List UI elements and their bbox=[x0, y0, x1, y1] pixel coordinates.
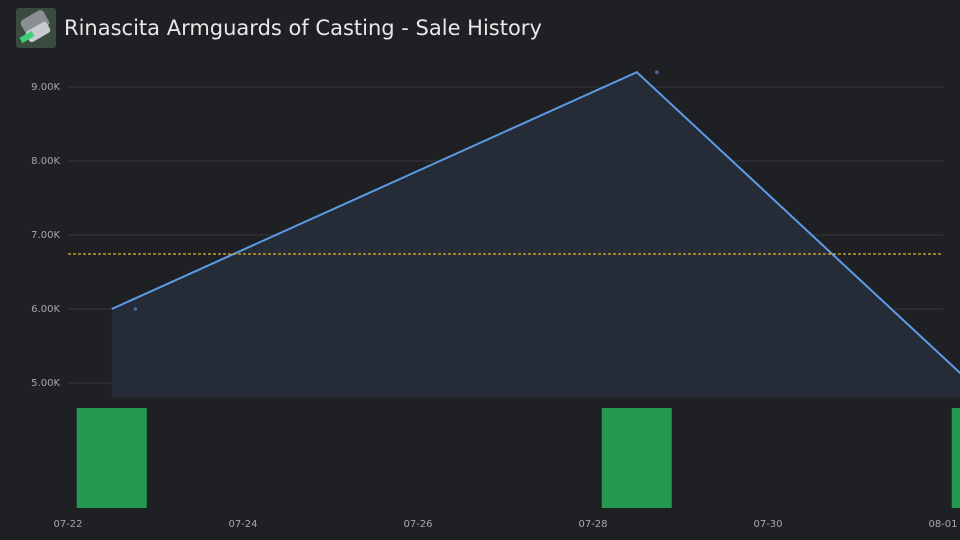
y-tick-label: 9.00K bbox=[31, 82, 60, 93]
x-tick-label: 07-30 bbox=[753, 519, 782, 530]
y-tick-label: 6.00K bbox=[31, 304, 60, 315]
y-tick-label: 5.00K bbox=[31, 378, 60, 389]
x-tick-label: 07-22 bbox=[53, 519, 82, 530]
item-icon bbox=[16, 8, 56, 48]
y-tick-label: 8.00K bbox=[31, 156, 60, 167]
volume-bar bbox=[76, 408, 147, 508]
volume-bar bbox=[601, 408, 672, 508]
line bbox=[111, 71, 960, 375]
area bbox=[111, 72, 960, 398]
x-tick-label: 07-26 bbox=[403, 519, 432, 530]
x-tick-label: 08-01 bbox=[928, 519, 957, 530]
chart-title: Rinascita Armguards of Casting - Sale Hi… bbox=[64, 16, 542, 40]
plot bbox=[68, 70, 960, 508]
volume-bar bbox=[951, 408, 960, 508]
sale-point bbox=[655, 70, 659, 74]
x-tick-label: 07-24 bbox=[228, 519, 257, 530]
sale-point bbox=[133, 307, 138, 311]
x-tick-label: 07-28 bbox=[578, 519, 607, 530]
y-tick-label: 7.00K bbox=[31, 230, 60, 241]
